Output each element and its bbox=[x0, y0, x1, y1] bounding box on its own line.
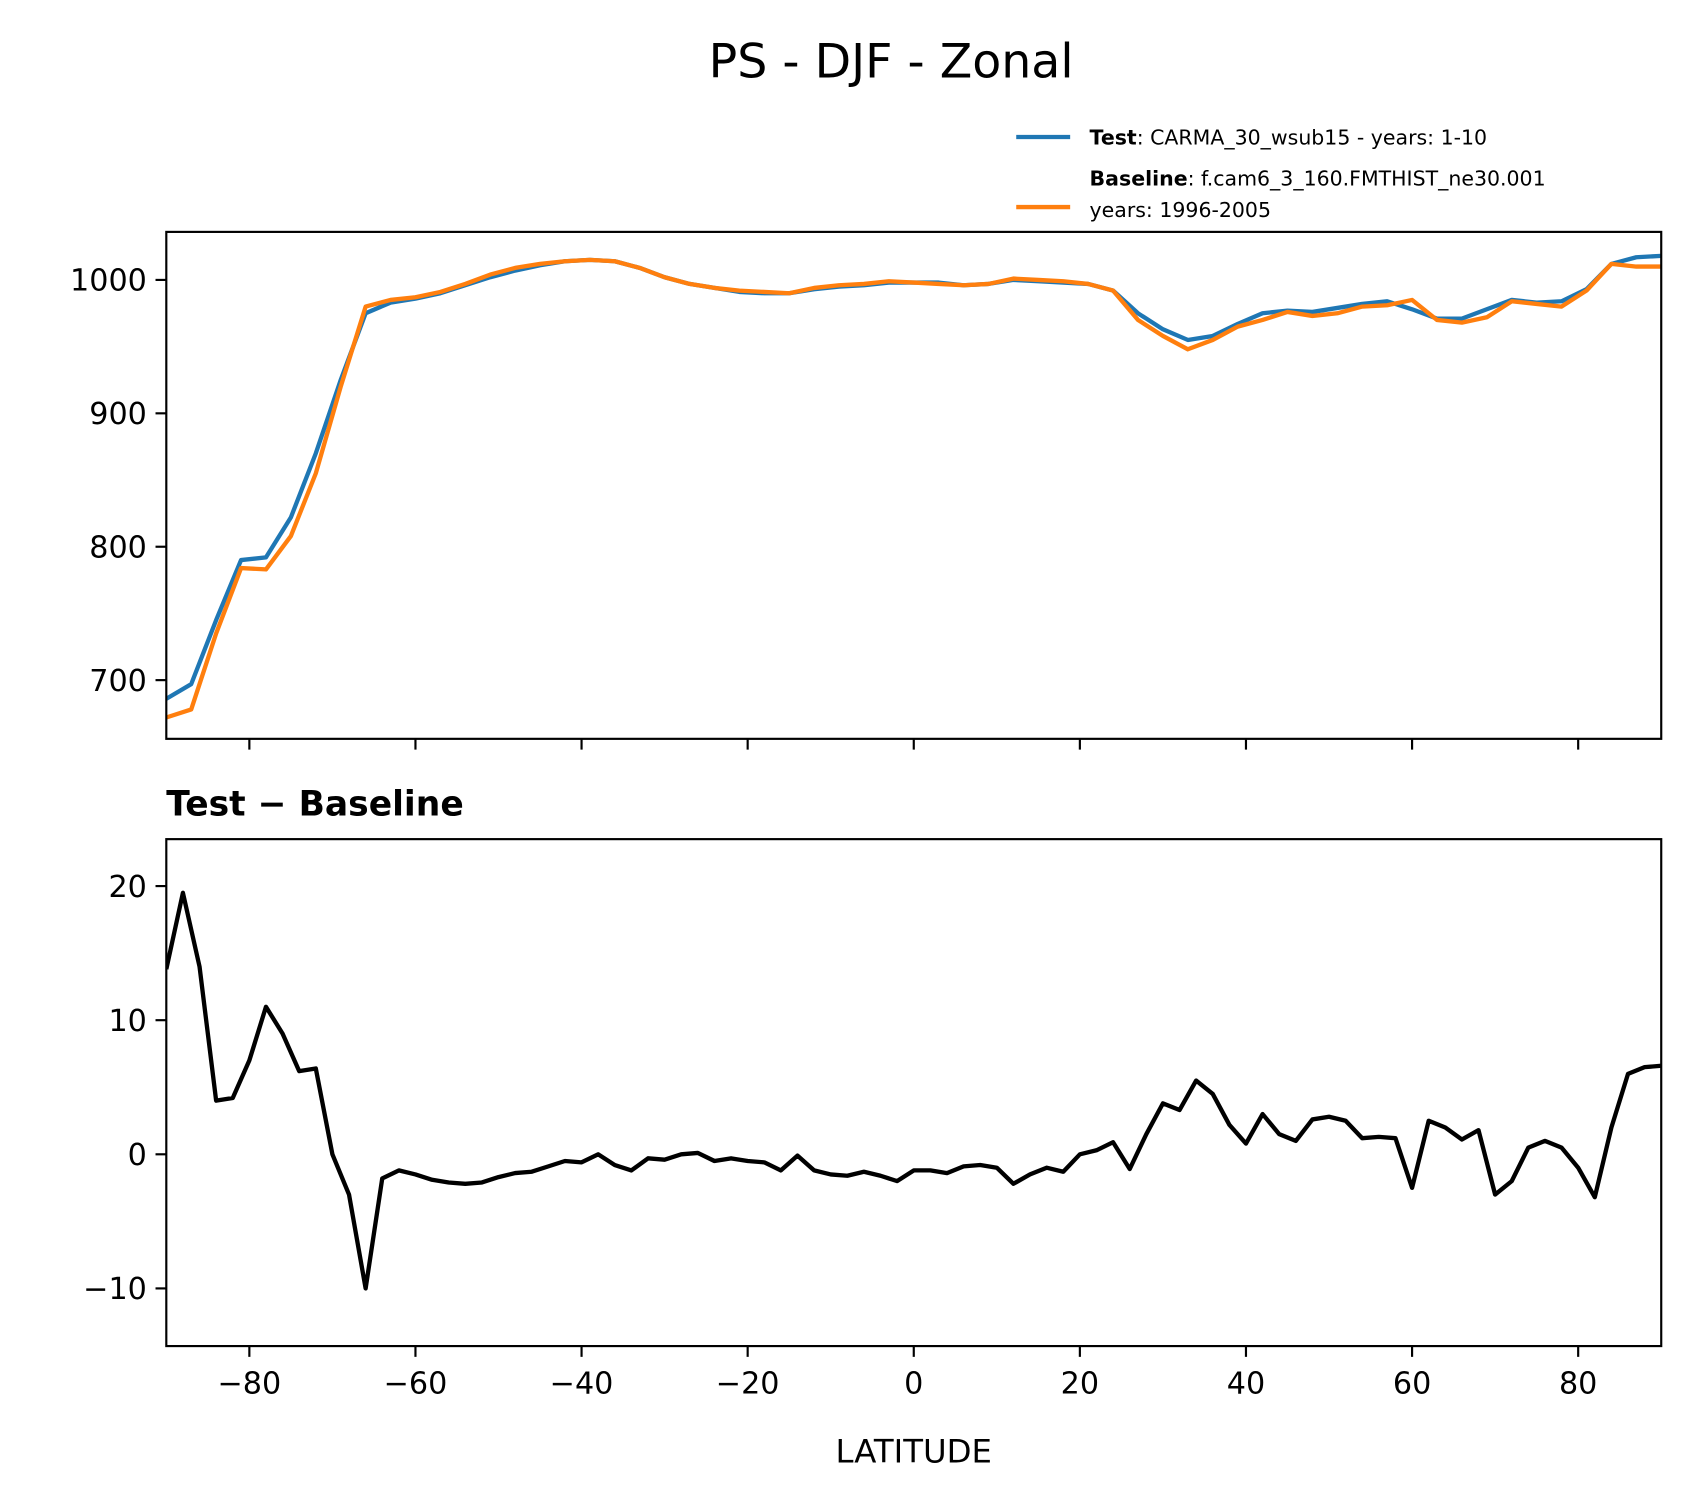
y-tick-label: 700 bbox=[89, 664, 147, 699]
data-line bbox=[166, 257, 1662, 720]
x-tick-label: −60 bbox=[384, 1367, 448, 1402]
x-axis-label: LATITUDE bbox=[836, 1433, 992, 1471]
legend-description: : f.cam6_3_160.FMTHIST_ne30.001 bbox=[1188, 167, 1546, 191]
x-tick-label: −40 bbox=[550, 1367, 614, 1402]
x-tick-label: −20 bbox=[716, 1367, 780, 1402]
x-tick-label: 60 bbox=[1393, 1367, 1431, 1402]
x-tick-label: 20 bbox=[1061, 1367, 1099, 1402]
y-tick-label: 800 bbox=[89, 531, 147, 566]
x-tick-label: 0 bbox=[904, 1367, 923, 1402]
legend-name: Baseline bbox=[1090, 167, 1188, 191]
y-tick-label: 20 bbox=[108, 870, 146, 905]
y-tick-label: 10 bbox=[108, 1004, 146, 1039]
y-tick-label: 0 bbox=[128, 1138, 147, 1173]
legend-entry: Baseline: f.cam6_3_160.FMTHIST_ne30.001 bbox=[1090, 167, 1546, 191]
x-tick-label: 80 bbox=[1559, 1367, 1597, 1402]
x-tick-label: 40 bbox=[1227, 1367, 1265, 1402]
x-tick-label: −80 bbox=[217, 1367, 281, 1402]
plot-frame bbox=[165, 838, 1663, 1348]
legend-description: : CARMA_30_wsub15 - years: 1-10 bbox=[1137, 126, 1487, 150]
figure-title: PS - DJF - Zonal bbox=[709, 35, 1074, 90]
y-tick-label: 1000 bbox=[70, 264, 147, 299]
y-tick-label: 900 bbox=[89, 397, 147, 432]
plot-frame bbox=[165, 230, 1663, 740]
data-line bbox=[166, 890, 1662, 1291]
legend-description: years: 1996-2005 bbox=[1090, 198, 1271, 222]
subplot-title: Test − Baseline bbox=[166, 784, 463, 824]
legend-name: Test bbox=[1090, 126, 1137, 150]
y-tick-label: −10 bbox=[83, 1272, 147, 1307]
legend-entry: Test: CARMA_30_wsub15 - years: 1-10 bbox=[1090, 126, 1488, 150]
